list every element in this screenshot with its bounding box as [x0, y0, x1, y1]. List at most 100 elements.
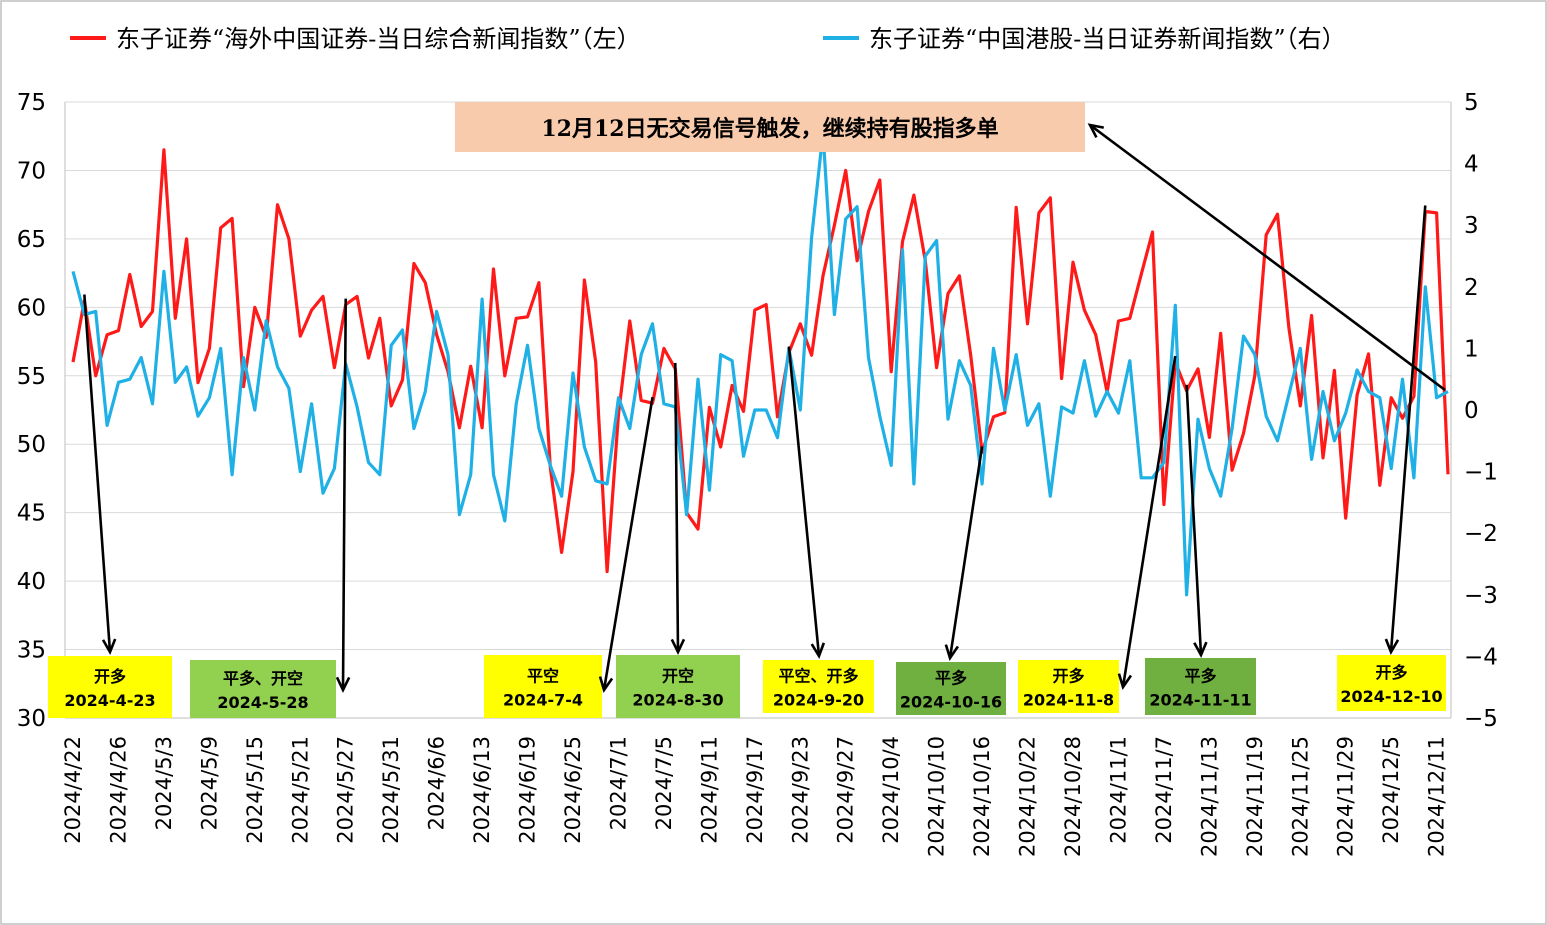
- y-right-tick-label: −5: [1464, 706, 1498, 732]
- annotation-arrow: [1121, 355, 1177, 688]
- annotation-label: 开空: [662, 667, 694, 686]
- y-right-tick-label: 2: [1464, 275, 1479, 301]
- x-tick-label: 2024/6/25: [561, 736, 585, 844]
- annotation-arrow-head: [944, 644, 959, 661]
- x-tick-label: 2024/4/26: [107, 736, 131, 844]
- annotation-label: 开多: [1375, 663, 1407, 682]
- y-left-tick-label: 45: [17, 501, 46, 527]
- x-tick-label: 2024/10/10: [925, 736, 949, 857]
- annotation-date: 2024-11-11: [1149, 691, 1251, 710]
- callout-arrow: [1089, 123, 1446, 392]
- annotation-arrow: [787, 346, 821, 657]
- annotation-box: [763, 660, 874, 713]
- x-tick-label: 2024/9/11: [697, 736, 721, 844]
- annotation-date: 2024-5-28: [217, 693, 308, 712]
- x-axis: 2024/4/22 2024/4/26 2024/5/3 2024/5/9 2024/5…: [61, 736, 1449, 857]
- callout-arrow-head: [1087, 123, 1104, 139]
- y-left-tick-label: 30: [17, 706, 46, 732]
- annotation-arrow-head: [598, 676, 614, 693]
- annotation-label: 平空: [527, 667, 559, 686]
- y-right-tick-label: −2: [1464, 521, 1498, 547]
- annotation-arrow-head: [1193, 641, 1208, 658]
- annotation-box: [1145, 658, 1256, 715]
- x-tick-label: 2024/10/16: [970, 736, 994, 857]
- y-left-tick-label: 35: [17, 638, 46, 664]
- series-line-blue: [71, 131, 1449, 597]
- annotation-label: 平多: [935, 669, 967, 688]
- x-tick-label: 2024/6/6: [425, 736, 449, 830]
- x-tick-label: 2024/5/21: [288, 736, 312, 844]
- annotation-arrow: [341, 298, 348, 691]
- x-tick-label: 2024/9/23: [788, 736, 812, 844]
- annotation-label: 开多: [1052, 667, 1084, 686]
- annotation-label: 平空、开多: [778, 667, 858, 686]
- arrows: [83, 123, 1446, 693]
- annotation-arrow-head: [810, 642, 826, 659]
- x-tick-label: 2024/5/27: [334, 736, 358, 844]
- annotation-date: 2024-12-10: [1340, 687, 1442, 706]
- x-tick-label: 2024/12/5: [1379, 736, 1403, 844]
- annotation-label: 开多: [94, 667, 126, 686]
- y-left-tick-label: 40: [17, 569, 46, 595]
- y-left-tick-label: 55: [17, 364, 46, 390]
- annotation-arrow: [1389, 205, 1427, 653]
- annotation-date: 2024-9-20: [773, 691, 864, 710]
- x-tick-label: 2024/5/3: [152, 736, 176, 830]
- y-right-tick-label: 3: [1464, 213, 1479, 239]
- callout: 12月12日无交易信号触发，继续持有股指多单: [455, 102, 1085, 152]
- y-right-tick-label: −4: [1464, 644, 1498, 670]
- legend-entry: 东子证券“海外中国证券-当日综合新闻指数”（左）: [116, 25, 641, 53]
- x-tick-label: 2024/11/7: [1152, 736, 1176, 844]
- callout-box: [455, 102, 1085, 152]
- y-right-tick-label: −3: [1464, 583, 1498, 609]
- y-left-tick-label: 75: [17, 90, 46, 116]
- annotation-date: 2024-7-4: [503, 691, 583, 710]
- annotation-date: 2024-4-23: [64, 691, 155, 710]
- y-left-tick-label: 70: [17, 158, 46, 184]
- y-right-tick-label: 0: [1464, 398, 1479, 424]
- x-tick-label: 2024/7/1: [607, 736, 631, 830]
- annotation-date: 2024-11-8: [1023, 691, 1114, 710]
- annotation-box: [484, 655, 602, 718]
- y-right-tick-label: 1: [1464, 336, 1479, 362]
- x-tick-label: 2024/9/27: [834, 736, 858, 844]
- y-right-tick-label: −1: [1464, 460, 1498, 486]
- x-tick-label: 2024/6/13: [470, 736, 494, 844]
- annotations: 开多 2024-4-23 平多、开空 2024-5-28 平空 2024-7-4 开空 202…: [48, 655, 1446, 718]
- annotation-box: [1337, 655, 1446, 711]
- annotation-arrow: [1185, 384, 1203, 656]
- x-tick-label: 2024/9/17: [743, 736, 767, 844]
- annotation-box: [48, 656, 172, 718]
- x-tick-label: 2024/5/9: [197, 736, 221, 830]
- annotation-arrow-head: [101, 638, 117, 655]
- annotation-date: 2024-10-16: [900, 693, 1002, 712]
- y-axis-right: 5 4 3 2 1 0 −1 −2 −3 −4 −5: [1464, 90, 1498, 732]
- y-left-tick-label: 60: [17, 295, 46, 321]
- annotation-arrow: [83, 294, 112, 653]
- legend: 东子证券“海外中国证券-当日综合新闻指数”（左） 东子证券“中国港股-当日证券新闻…: [70, 25, 1346, 53]
- legend-entry: 东子证券“中国港股-当日证券新闻指数”（右）: [869, 25, 1346, 53]
- annotation-label: 平多、开空: [223, 669, 303, 688]
- x-tick-label: 2024/10/22: [1016, 736, 1040, 857]
- x-tick-label: 2024/11/13: [1197, 736, 1221, 857]
- y-right-tick-label: 4: [1464, 152, 1479, 178]
- x-tick-label: 2024/10/4: [879, 736, 903, 844]
- annotation-arrow: [602, 396, 654, 691]
- annotation-box: [616, 655, 740, 718]
- y-left-tick-label: 65: [17, 227, 46, 253]
- annotation-box: [896, 662, 1006, 715]
- x-tick-label: 2024/12/11: [1425, 736, 1449, 857]
- x-tick-label: 2024/7/5: [652, 736, 676, 830]
- series-line-red: [71, 148, 1450, 574]
- x-tick-label: 2024/11/1: [1107, 736, 1131, 844]
- annotation-date: 2024-8-30: [632, 691, 723, 710]
- x-tick-label: 2024/5/31: [379, 736, 403, 844]
- y-left-tick-label: 50: [17, 432, 46, 458]
- y-right-tick-label: 5: [1464, 90, 1479, 116]
- annotation-label: 平多: [1184, 667, 1216, 686]
- series-group: [71, 131, 1450, 597]
- callout-text: 12月12日无交易信号触发，继续持有股指多单: [541, 116, 998, 142]
